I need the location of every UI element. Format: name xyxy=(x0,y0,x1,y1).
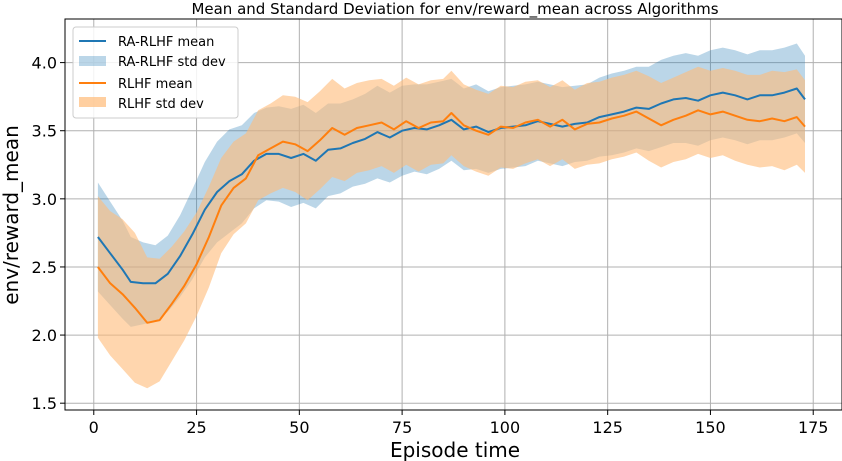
y-tick-label: 2.5 xyxy=(32,258,57,277)
line-rlhf-mean xyxy=(97,109,806,324)
y-tick-label: 4.0 xyxy=(32,54,57,73)
chart-title: Mean and Standard Deviation for env/rewa… xyxy=(191,0,718,19)
x-axis-ticks: 0 25 50 75 100 125 150 175 xyxy=(89,410,829,437)
plot-frame xyxy=(64,18,842,411)
legend-swatch-rlhf-std xyxy=(79,97,106,107)
y-tick-label: 3.0 xyxy=(32,190,57,209)
y-tick-label: 2.0 xyxy=(32,326,57,345)
legend-label-ra-rlhf-std: RA-RLHF std dev xyxy=(118,55,226,70)
legend-label-ra-rlhf-mean: RA-RLHF mean xyxy=(118,35,214,50)
line-ra-rlhf-mean xyxy=(97,87,806,285)
x-tick-label: 100 xyxy=(490,418,521,437)
x-tick-label: 150 xyxy=(695,418,726,437)
y-axis-ticks: 1.5 2.0 2.5 3.0 3.5 4.0 xyxy=(32,54,65,413)
x-axis-label: Episode time xyxy=(390,438,520,461)
legend: RA-RLHF mean RA-RLHF std dev RLHF mean R… xyxy=(72,26,239,119)
legend-box xyxy=(72,26,239,119)
x-tick-label: 175 xyxy=(798,418,829,437)
y-tick-label: 3.5 xyxy=(32,122,57,141)
x-tick-label: 50 xyxy=(289,418,309,437)
legend-label-rlhf-std: RLHF std dev xyxy=(118,97,204,112)
x-tick-label: 0 xyxy=(89,418,99,437)
legend-label-rlhf-mean: RLHF mean xyxy=(118,77,193,92)
y-axis-label: env/reward_mean xyxy=(0,125,23,305)
legend-swatch-ra-rlhf-std xyxy=(79,56,106,66)
x-tick-label: 25 xyxy=(186,418,206,437)
x-tick-label: 125 xyxy=(592,418,623,437)
mean-lines xyxy=(97,87,806,324)
y-tick-label: 1.5 xyxy=(32,394,57,413)
x-tick-label: 75 xyxy=(392,418,412,437)
